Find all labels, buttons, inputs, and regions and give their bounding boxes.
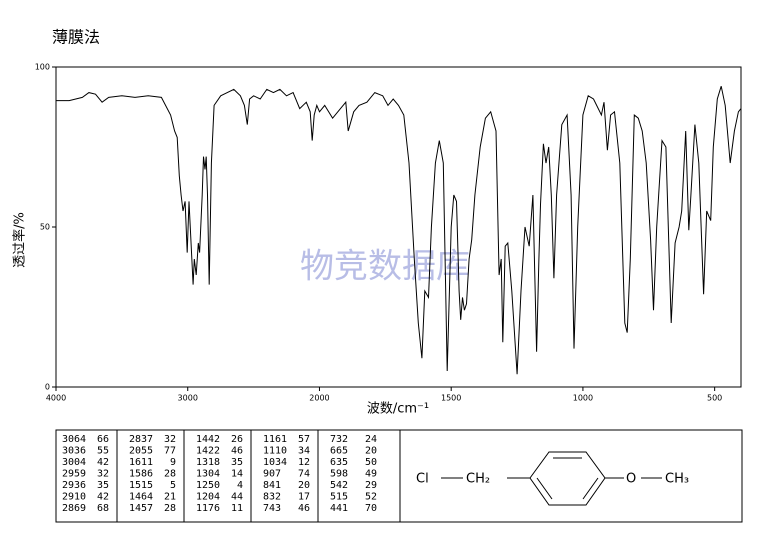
peak-intensity: 14 [231, 469, 243, 480]
atom: O [626, 472, 636, 487]
plot-frame [55, 66, 742, 388]
peak-wavenumber: 2055 [129, 446, 153, 457]
peak-wavenumber: 732 [330, 434, 348, 445]
peak-intensity: 28 [164, 503, 176, 514]
x-axis-label: 波数/cm⁻¹ [367, 402, 429, 417]
peak-intensity: 57 [298, 434, 310, 445]
chart-title: 薄膜法 [52, 28, 100, 47]
x-tick-label: 3000 [178, 394, 198, 403]
peak-wavenumber: 1422 [196, 446, 220, 457]
peak-wavenumber: 2869 [62, 503, 86, 514]
peak-wavenumber: 1457 [129, 503, 153, 514]
spectrum-line [56, 86, 742, 375]
peak-intensity: 32 [97, 469, 109, 480]
peak-intensity: 34 [298, 446, 310, 457]
peak-intensity: 11 [231, 503, 243, 514]
bond [536, 477, 553, 500]
peak-wavenumber: 1515 [129, 480, 153, 491]
peak-wavenumber: 3004 [62, 457, 86, 468]
peak-intensity: 52 [365, 492, 377, 503]
y-tick-label: 0 [45, 383, 50, 392]
peak-wavenumber: 542 [330, 480, 348, 491]
peak-wavenumber: 1611 [129, 457, 153, 468]
peak-wavenumber: 1304 [196, 469, 220, 480]
peak-intensity: 77 [164, 446, 176, 457]
peak-wavenumber: 1250 [196, 480, 220, 491]
peak-intensity: 42 [97, 457, 109, 468]
atom: CH₃ [665, 472, 689, 487]
peak-wavenumber: 743 [263, 503, 281, 514]
peak-wavenumber: 598 [330, 469, 348, 480]
peak-intensity: 46 [231, 446, 243, 457]
peak-intensity: 24 [365, 434, 377, 445]
peak-intensity: 66 [97, 434, 109, 445]
table-frame [55, 429, 743, 523]
peak-intensity: 42 [97, 492, 109, 503]
watermark: 物竞数据库 [300, 247, 470, 287]
peak-wavenumber: 3064 [62, 434, 86, 445]
peak-wavenumber: 2910 [62, 492, 86, 503]
peak-wavenumber: 907 [263, 469, 281, 480]
peak-wavenumber: 841 [263, 480, 281, 491]
peak-wavenumber: 2936 [62, 480, 86, 491]
x-tick-label: 2000 [309, 394, 329, 403]
peak-wavenumber: 2959 [62, 469, 86, 480]
peak-intensity: 74 [298, 469, 310, 480]
peak-intensity: 21 [164, 492, 176, 503]
peak-wavenumber: 2837 [129, 434, 153, 445]
peak-intensity: 28 [164, 469, 176, 480]
peak-intensity: 70 [365, 503, 377, 514]
peak-wavenumber: 1464 [129, 492, 153, 503]
peak-wavenumber: 441 [330, 503, 348, 514]
peak-intensity: 17 [298, 492, 310, 503]
peak-intensity: 35 [231, 457, 243, 468]
peak-intensity: 44 [231, 492, 243, 503]
peak-wavenumber: 635 [330, 457, 348, 468]
peak-intensity: 35 [97, 480, 109, 491]
peak-intensity: 68 [97, 503, 109, 514]
peak-intensity: 29 [365, 480, 377, 491]
peak-wavenumber: 1586 [129, 469, 153, 480]
benzene-ring [529, 451, 606, 506]
bond [582, 477, 599, 500]
peak-intensity: 55 [97, 446, 109, 457]
x-tick-label: 4000 [46, 394, 66, 403]
peak-wavenumber: 1176 [196, 503, 220, 514]
peak-intensity: 46 [298, 503, 310, 514]
peak-wavenumber: 832 [263, 492, 281, 503]
y-axis-label: 透过率/% [12, 212, 28, 268]
peak-intensity: 32 [164, 434, 176, 445]
peak-intensity: 9 [170, 457, 176, 468]
peak-intensity: 50 [365, 457, 377, 468]
x-tick-label: 500 [707, 394, 722, 403]
peak-intensity: 12 [298, 457, 310, 468]
atom: Cl [416, 472, 429, 487]
peak-wavenumber: 665 [330, 446, 348, 457]
peak-wavenumber: 1318 [196, 457, 220, 468]
peak-wavenumber: 1110 [263, 446, 287, 457]
y-tick-label: 100 [35, 63, 50, 72]
peak-intensity: 49 [365, 469, 377, 480]
structure [441, 451, 662, 506]
peak-intensity: 26 [231, 434, 243, 445]
atom: CH₂ [466, 472, 490, 487]
peak-wavenumber: 515 [330, 492, 348, 503]
peak-wavenumber: 1034 [263, 457, 287, 468]
peak-wavenumber: 1204 [196, 492, 220, 503]
peak-intensity: 20 [365, 446, 377, 457]
x-tick-label: 1000 [573, 394, 593, 403]
peak-intensity: 20 [298, 480, 310, 491]
peak-wavenumber: 1161 [263, 434, 287, 445]
peak-wavenumber: 1442 [196, 434, 220, 445]
peak-intensity: 5 [170, 480, 176, 491]
peak-wavenumber: 3036 [62, 446, 86, 457]
y-tick-label: 50 [40, 223, 50, 232]
x-tick-label: 1500 [441, 394, 461, 403]
peak-intensity: 4 [237, 480, 243, 491]
